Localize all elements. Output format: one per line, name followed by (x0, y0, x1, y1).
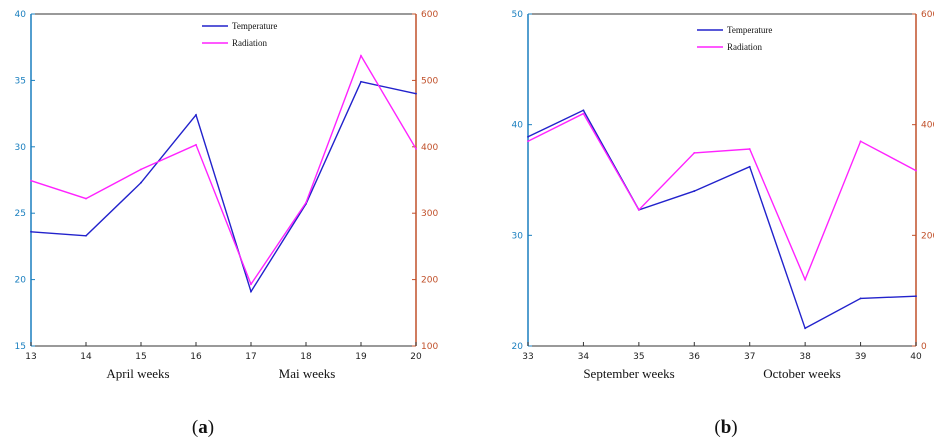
right-y-tick-label: 100 (421, 342, 438, 352)
data-point-temperature (360, 80, 362, 83)
data-point-radiation (250, 283, 252, 286)
x-axis-group-label: Mai weeks (279, 366, 336, 381)
data-point-temperature (748, 165, 751, 168)
data-point-temperature (85, 234, 87, 237)
legend-label-radiation: Radiation (232, 38, 267, 48)
x-tick-label: 40 (910, 352, 922, 362)
data-point-temperature (859, 297, 862, 300)
left-y-tick-label: 20 (15, 276, 27, 286)
x-axis-group-label: October weeks (763, 366, 841, 381)
data-point-temperature (527, 135, 529, 138)
x-tick-label: 20 (410, 352, 422, 362)
caption-close-paren: ) (731, 417, 737, 438)
chart-panel-b: 20 30 40 50 0 200 400 600 33 34 35 36 37 38 39 40 Septem… (512, 10, 934, 438)
left-y-tick-label: 30 (15, 143, 27, 153)
data-point-radiation (915, 169, 917, 172)
data-point-radiation (637, 208, 640, 211)
data-point-temperature (415, 92, 417, 95)
x-tick-label: 37 (744, 352, 755, 362)
legend-label-radiation: Radiation (727, 42, 762, 52)
right-y-tick-label: 300 (421, 209, 438, 219)
left-y-tick-label: 20 (512, 342, 524, 352)
left-y-tick-label: 30 (512, 231, 524, 241)
data-point-temperature (804, 327, 807, 330)
x-tick-label: 17 (245, 352, 256, 362)
x-tick-label: 15 (135, 352, 146, 362)
x-tick-label: 14 (80, 352, 92, 362)
x-tick-label: 13 (25, 352, 36, 362)
right-y-tick-label: 400 (421, 143, 438, 153)
caption-letter: a (198, 417, 208, 438)
left-y-tick-label: 40 (512, 121, 524, 131)
caption-close-paren: ) (208, 417, 214, 438)
left-y-tick-label: 50 (512, 10, 524, 20)
right-y-tick-label: 400 (921, 121, 934, 131)
panel-caption: (a) (192, 417, 214, 438)
left-y-tick-label: 40 (15, 10, 27, 20)
data-point-radiation (582, 112, 585, 115)
x-tick-label: 34 (578, 352, 590, 362)
left-y-tick-label: 15 (15, 342, 26, 352)
data-point-radiation (195, 143, 197, 146)
panel-caption: (b) (714, 417, 737, 438)
data-point-temperature (915, 295, 917, 298)
data-point-temperature (693, 190, 696, 192)
data-point-radiation (693, 151, 696, 154)
caption-letter: b (721, 417, 732, 438)
data-point-radiation (748, 148, 751, 150)
data-point-temperature (582, 109, 585, 112)
series-line-temperature (527, 109, 917, 330)
right-y-tick-label: 500 (421, 76, 438, 86)
x-tick-label: 35 (633, 352, 644, 362)
left-y-tick-label: 25 (15, 209, 26, 219)
data-point-temperature (195, 114, 197, 116)
x-tick-label: 18 (300, 352, 312, 362)
x-tick-label: 16 (190, 352, 202, 362)
data-point-radiation (360, 54, 362, 57)
x-tick-label: 33 (522, 352, 533, 362)
x-axis-group-label: September weeks (583, 366, 674, 381)
data-point-radiation (85, 197, 87, 200)
data-point-radiation (30, 179, 32, 182)
series-line-temperature (30, 80, 417, 294)
right-y-tick-label: 0 (921, 342, 927, 352)
right-y-tick-label: 600 (921, 10, 934, 20)
data-point-radiation (305, 201, 307, 204)
caption-open-paren: ( (714, 417, 720, 438)
left-y-tick-label: 35 (15, 76, 26, 86)
right-y-tick-label: 200 (921, 231, 934, 241)
data-point-radiation (804, 278, 807, 281)
series-line-radiation (30, 54, 417, 286)
series-line-radiation (527, 112, 917, 282)
x-tick-label: 36 (689, 352, 701, 362)
x-axis-group-label: April weeks (106, 366, 169, 381)
data-point-radiation (415, 147, 417, 150)
x-tick-label: 39 (855, 352, 867, 362)
x-tick-label: 19 (355, 352, 367, 362)
legend-label-temperature: Temperature (727, 25, 772, 35)
data-point-temperature (140, 181, 142, 184)
chart-panel-a: 15 20 25 30 35 40 100 200 300 400 500 600 13 14 15 16 17… (15, 10, 439, 438)
data-point-temperature (250, 290, 252, 293)
right-y-tick-label: 200 (421, 276, 438, 286)
data-point-radiation (527, 140, 529, 143)
data-point-radiation (140, 168, 142, 171)
x-tick-label: 38 (799, 352, 811, 362)
legend-label-temperature: Temperature (232, 21, 277, 31)
right-y-tick-label: 600 (421, 10, 438, 20)
data-point-radiation (859, 140, 862, 143)
caption-open-paren: ( (192, 417, 198, 438)
data-point-temperature (30, 230, 32, 233)
